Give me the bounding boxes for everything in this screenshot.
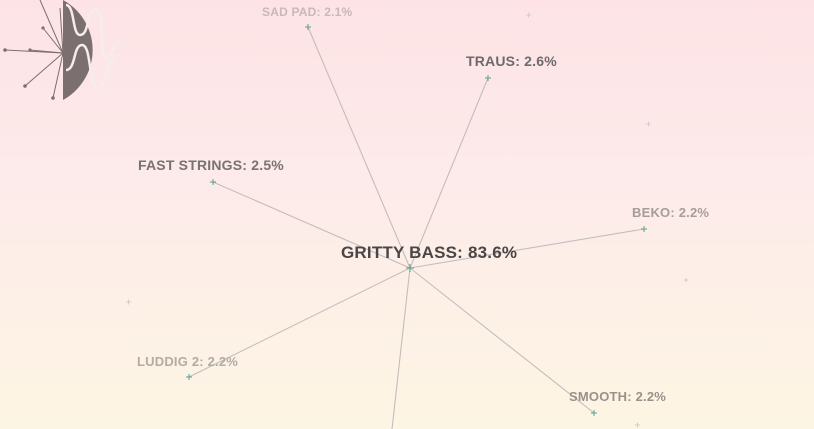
marker-fast-strings[interactable] <box>210 179 216 185</box>
marker-gritty-bass[interactable] <box>406 264 414 272</box>
edge-bottom <box>391 267 411 429</box>
marker-beko[interactable] <box>641 226 647 232</box>
node-label-luddig-2[interactable]: LUDDIG 2: 2.2% <box>137 354 239 369</box>
node-label-traus[interactable]: TRAUS: 2.6% <box>466 53 557 69</box>
edge-sad-pad <box>307 26 411 269</box>
marker-traus[interactable] <box>485 75 491 81</box>
node-markers <box>186 24 647 416</box>
marker-sad-pad[interactable] <box>305 24 311 30</box>
node-label-gritty-bass[interactable]: GRITTY BASS: 83.6% <box>341 243 518 262</box>
marker-luddig-2[interactable] <box>186 374 192 380</box>
waveform-logo-icon <box>3 0 121 100</box>
marker-smooth[interactable] <box>591 410 597 416</box>
edge-beko <box>409 228 645 269</box>
node-label-sad-pad[interactable]: SAD PAD: 2.1% <box>262 5 353 19</box>
node-label-beko[interactable]: BEKO: 2.2% <box>632 205 710 220</box>
edge-smooth <box>409 267 595 414</box>
node-label-fast-strings[interactable]: FAST STRINGS: 2.5% <box>138 157 284 173</box>
node-label-smooth[interactable]: SMOOTH: 2.2% <box>569 389 667 404</box>
edge-fast-strings <box>212 181 411 269</box>
edge-traus <box>409 77 489 269</box>
background-dots <box>126 12 688 428</box>
edge-luddig-2 <box>188 267 411 378</box>
